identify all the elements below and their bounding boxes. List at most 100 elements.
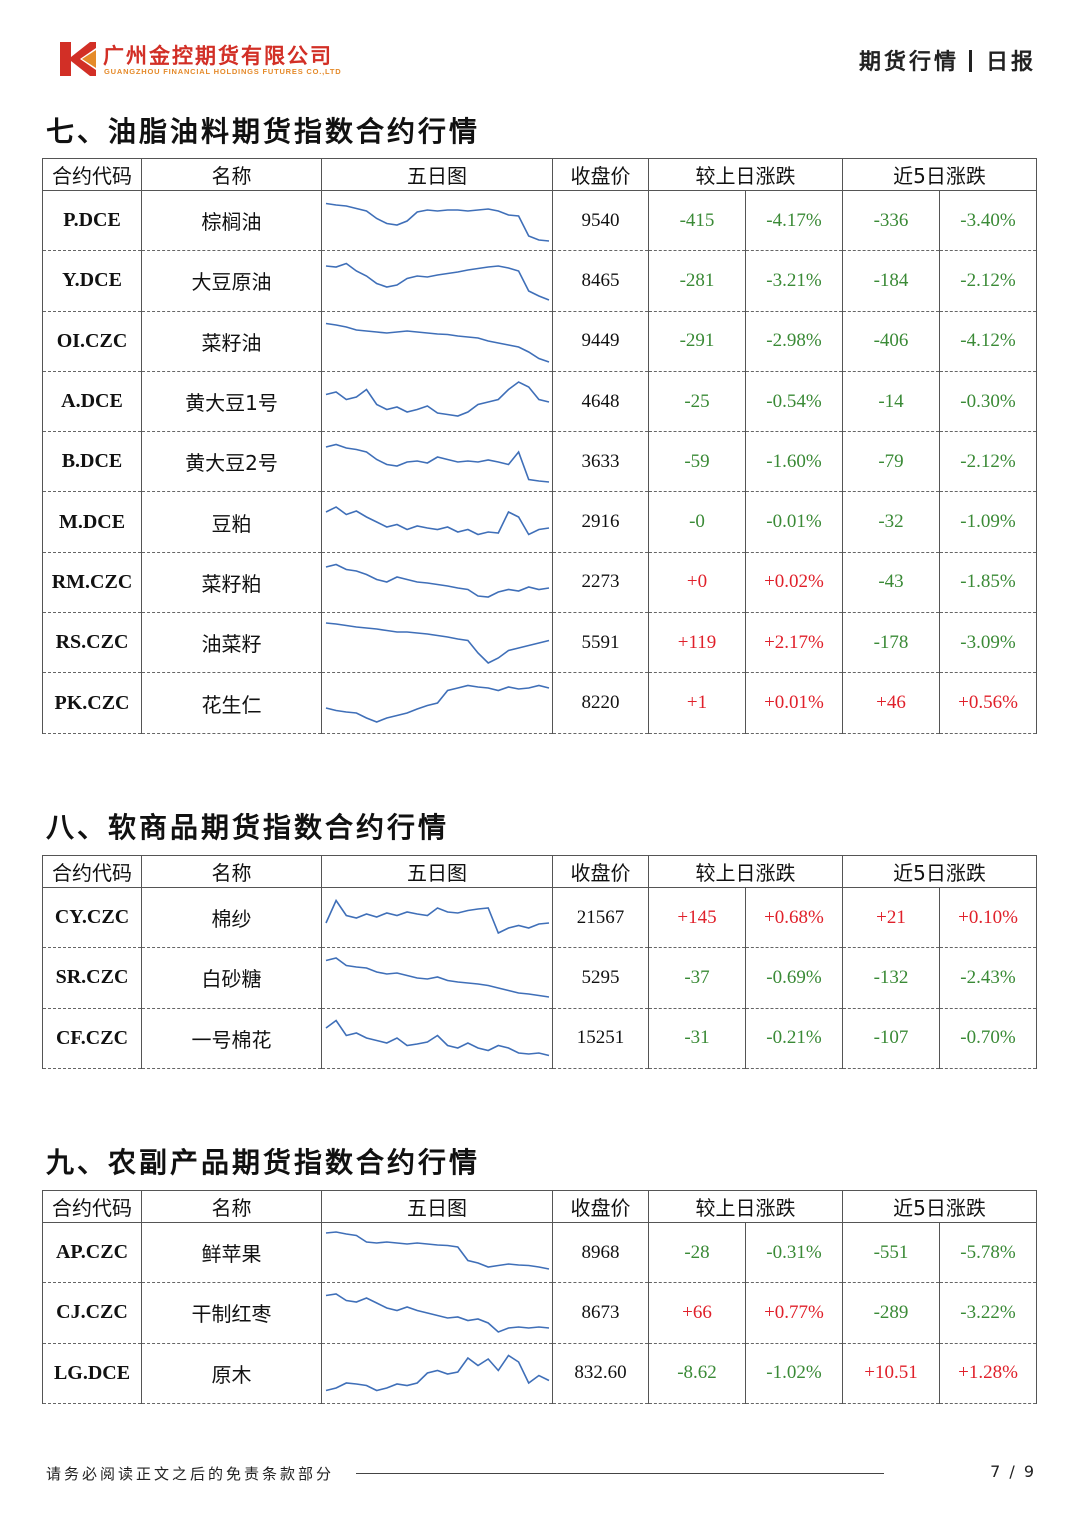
table-header-row: 合约代码 名称 五日图 收盘价 较上日涨跌 近5日涨跌	[42, 1190, 1038, 1223]
col-header-chart: 五日图	[321, 158, 553, 191]
contract-name: 鲜苹果	[141, 1221, 322, 1284]
sparkline-chart	[325, 322, 550, 363]
col-header-code: 合约代码	[42, 158, 142, 191]
page-number: 7 / 9	[990, 1462, 1036, 1481]
col-header-five-day: 近5日涨跌	[841, 158, 1038, 191]
five-day-change: -289	[842, 1282, 940, 1344]
five-day-change-pct: -3.09%	[938, 612, 1038, 674]
contract-code: CY.CZC	[42, 886, 142, 949]
contract-name: 干制红枣	[141, 1282, 322, 1344]
col-header-name: 名称	[141, 158, 322, 191]
close-price: 8673	[552, 1282, 649, 1344]
sparkline-series	[325, 1019, 550, 1057]
sparkline-series	[325, 443, 550, 483]
contract-name: 花生仁	[141, 672, 322, 734]
close-price: 832.60	[552, 1342, 649, 1404]
col-header-daily: 较上日涨跌	[648, 1190, 843, 1223]
daily-change-pct: -2.98%	[745, 310, 843, 372]
contract-name: 白砂糖	[141, 947, 322, 1009]
daily-change: +1	[648, 672, 746, 734]
five-day-change: -132	[842, 947, 940, 1009]
five-day-change-pct: -0.30%	[938, 370, 1038, 433]
page-header: 广州金控期货有限公司 GUANGZHOU FINANCIAL HOLDINGS …	[0, 0, 1080, 100]
close-price: 3633	[552, 431, 649, 493]
col-header-code: 合约代码	[42, 1190, 142, 1223]
five-day-change-pct: -1.09%	[938, 491, 1038, 553]
daily-change-pct: +2.17%	[745, 612, 843, 674]
close-price: 21567	[552, 886, 649, 949]
sparkline-series	[325, 957, 550, 998]
five-day-chart	[321, 1342, 553, 1404]
five-day-change: -43	[842, 551, 940, 614]
table-row: OI.CZC 菜籽油 9449 -291 -2.98% -406 -4.12%	[42, 310, 1038, 372]
table-header-row: 合约代码 名称 五日图 收盘价 较上日涨跌 近5日涨跌	[42, 158, 1038, 191]
table-row: SR.CZC 白砂糖 5295 -37 -0.69% -132 -2.43%	[42, 947, 1038, 1009]
close-price: 8465	[552, 250, 649, 312]
contract-code: CF.CZC	[42, 1007, 142, 1069]
contract-code: AP.CZC	[42, 1221, 142, 1284]
report-type: 期货行情	[858, 50, 959, 75]
close-price: 8220	[552, 672, 649, 734]
five-day-chart	[321, 370, 553, 433]
contract-code: SR.CZC	[42, 947, 142, 1009]
five-day-change: -107	[842, 1007, 940, 1069]
sparkline-series	[325, 1293, 550, 1333]
five-day-change-pct: -2.12%	[938, 431, 1038, 493]
five-day-chart	[321, 1282, 553, 1344]
five-day-chart	[321, 491, 553, 553]
daily-change-pct: -3.21%	[745, 250, 843, 312]
sparkline-chart	[325, 957, 550, 998]
sparkline-chart	[325, 443, 550, 483]
five-day-change-pct: +0.56%	[938, 672, 1038, 734]
five-day-change-pct: -2.12%	[938, 250, 1038, 312]
five-day-change: -336	[842, 189, 940, 252]
contract-name: 原木	[141, 1342, 322, 1404]
five-day-change-pct: -2.43%	[938, 947, 1038, 1009]
sparkline-series	[325, 380, 550, 417]
daily-change: -415	[648, 189, 746, 252]
five-day-chart	[321, 1221, 553, 1284]
daily-change: -0	[648, 491, 746, 553]
five-day-chart	[321, 551, 553, 614]
five-day-change-pct: -3.40%	[938, 189, 1038, 252]
company-logo-icon	[60, 42, 96, 76]
five-day-chart	[321, 947, 553, 1009]
daily-change-pct: -0.31%	[745, 1221, 843, 1284]
sparkline-series	[325, 564, 550, 599]
close-price: 4648	[552, 370, 649, 433]
contract-code: B.DCE	[42, 431, 142, 493]
daily-change-pct: -4.17%	[745, 189, 843, 252]
sparkline-chart	[325, 621, 550, 664]
divider	[968, 50, 972, 72]
contract-name: 油菜籽	[141, 612, 322, 674]
close-price: 5591	[552, 612, 649, 674]
table-row: CF.CZC 一号棉花 15251 -31 -0.21% -107 -0.70%	[42, 1007, 1038, 1069]
five-day-change: +10.51	[842, 1342, 940, 1404]
five-day-change-pct: +0.10%	[938, 886, 1038, 949]
sparkline-chart	[325, 898, 550, 934]
sparkline-series	[325, 1354, 550, 1392]
five-day-change: -406	[842, 310, 940, 372]
five-day-chart	[321, 310, 553, 372]
close-price: 15251	[552, 1007, 649, 1069]
contract-name: 黄大豆1号	[141, 370, 322, 433]
contract-name: 菜籽粕	[141, 551, 322, 614]
close-price: 9540	[552, 189, 649, 252]
five-day-change-pct: -4.12%	[938, 310, 1038, 372]
contract-name: 豆粕	[141, 491, 322, 553]
daily-change: -8.62	[648, 1342, 746, 1404]
daily-change: +119	[648, 612, 746, 674]
table-row: M.DCE 豆粕 2916 -0 -0.01% -32 -1.09%	[42, 491, 1038, 553]
daily-change: +0	[648, 551, 746, 614]
section-title-oils: 七、油脂油料期货指数合约行情	[46, 115, 481, 148]
sparkline-chart	[325, 564, 550, 599]
company-name-en: GUANGZHOU FINANCIAL HOLDINGS FUTURES CO.…	[104, 67, 342, 76]
quote-table-softs: 合约代码 名称 五日图 收盘价 较上日涨跌 近5日涨跌 CY.CZC 棉纱 21567 +145 +…	[42, 855, 1038, 1069]
col-header-daily: 较上日涨跌	[648, 855, 843, 888]
daily-change-pct: +0.02%	[745, 551, 843, 614]
daily-change: -291	[648, 310, 746, 372]
col-header-chart: 五日图	[321, 1190, 553, 1223]
footer-disclaimer: 请务必阅读正文之后的免责条款部分	[46, 1465, 335, 1483]
sparkline-chart	[325, 506, 550, 536]
contract-code: Y.DCE	[42, 250, 142, 312]
